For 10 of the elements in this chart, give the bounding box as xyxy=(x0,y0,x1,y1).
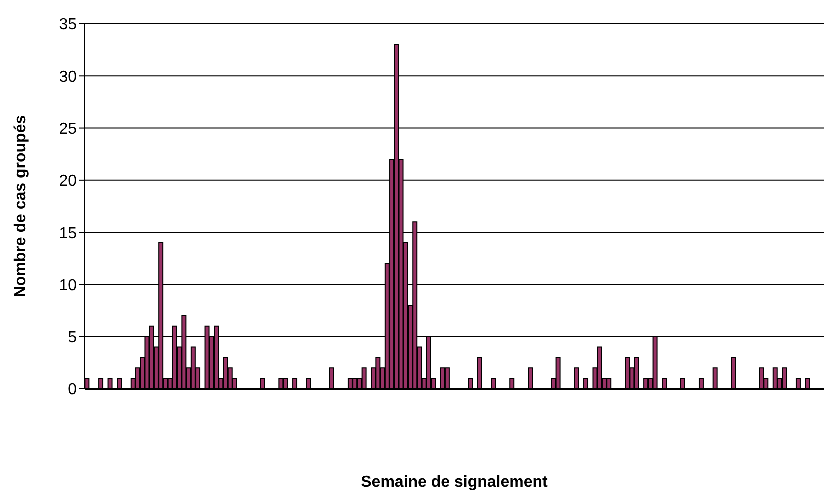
y-tick-label: 30 xyxy=(59,68,78,86)
y-tick-label: 15 xyxy=(59,225,78,242)
y-tick-label: 10 xyxy=(59,277,78,294)
x-axis-title: Semaine de signalement xyxy=(361,474,549,491)
y-tick-label: 25 xyxy=(59,120,78,138)
y-tick-label: 0 xyxy=(68,382,78,399)
y-tick-label: 35 xyxy=(59,16,78,34)
y-tick-label: 20 xyxy=(59,173,78,190)
y-axis-title: Nombre de cas groupés xyxy=(12,115,30,298)
y-tick-label: 5 xyxy=(68,330,78,347)
